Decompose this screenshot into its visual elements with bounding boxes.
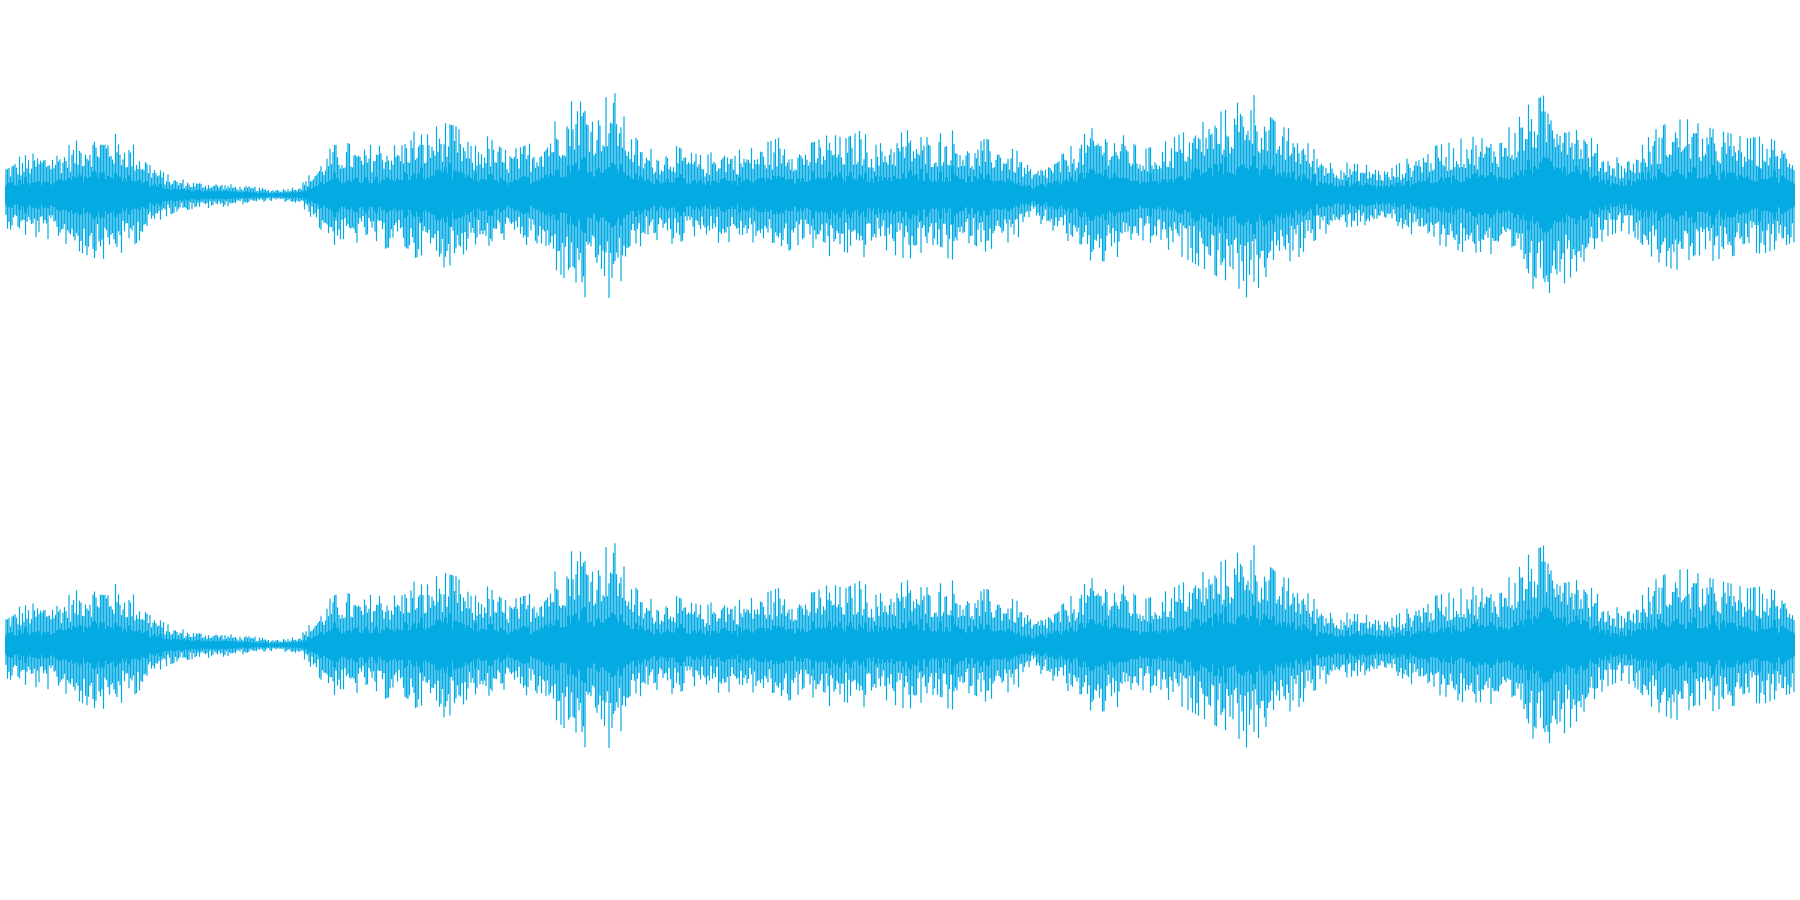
waveform-channel-1 bbox=[5, 93, 1795, 298]
waveform-channel-2 bbox=[5, 543, 1795, 748]
